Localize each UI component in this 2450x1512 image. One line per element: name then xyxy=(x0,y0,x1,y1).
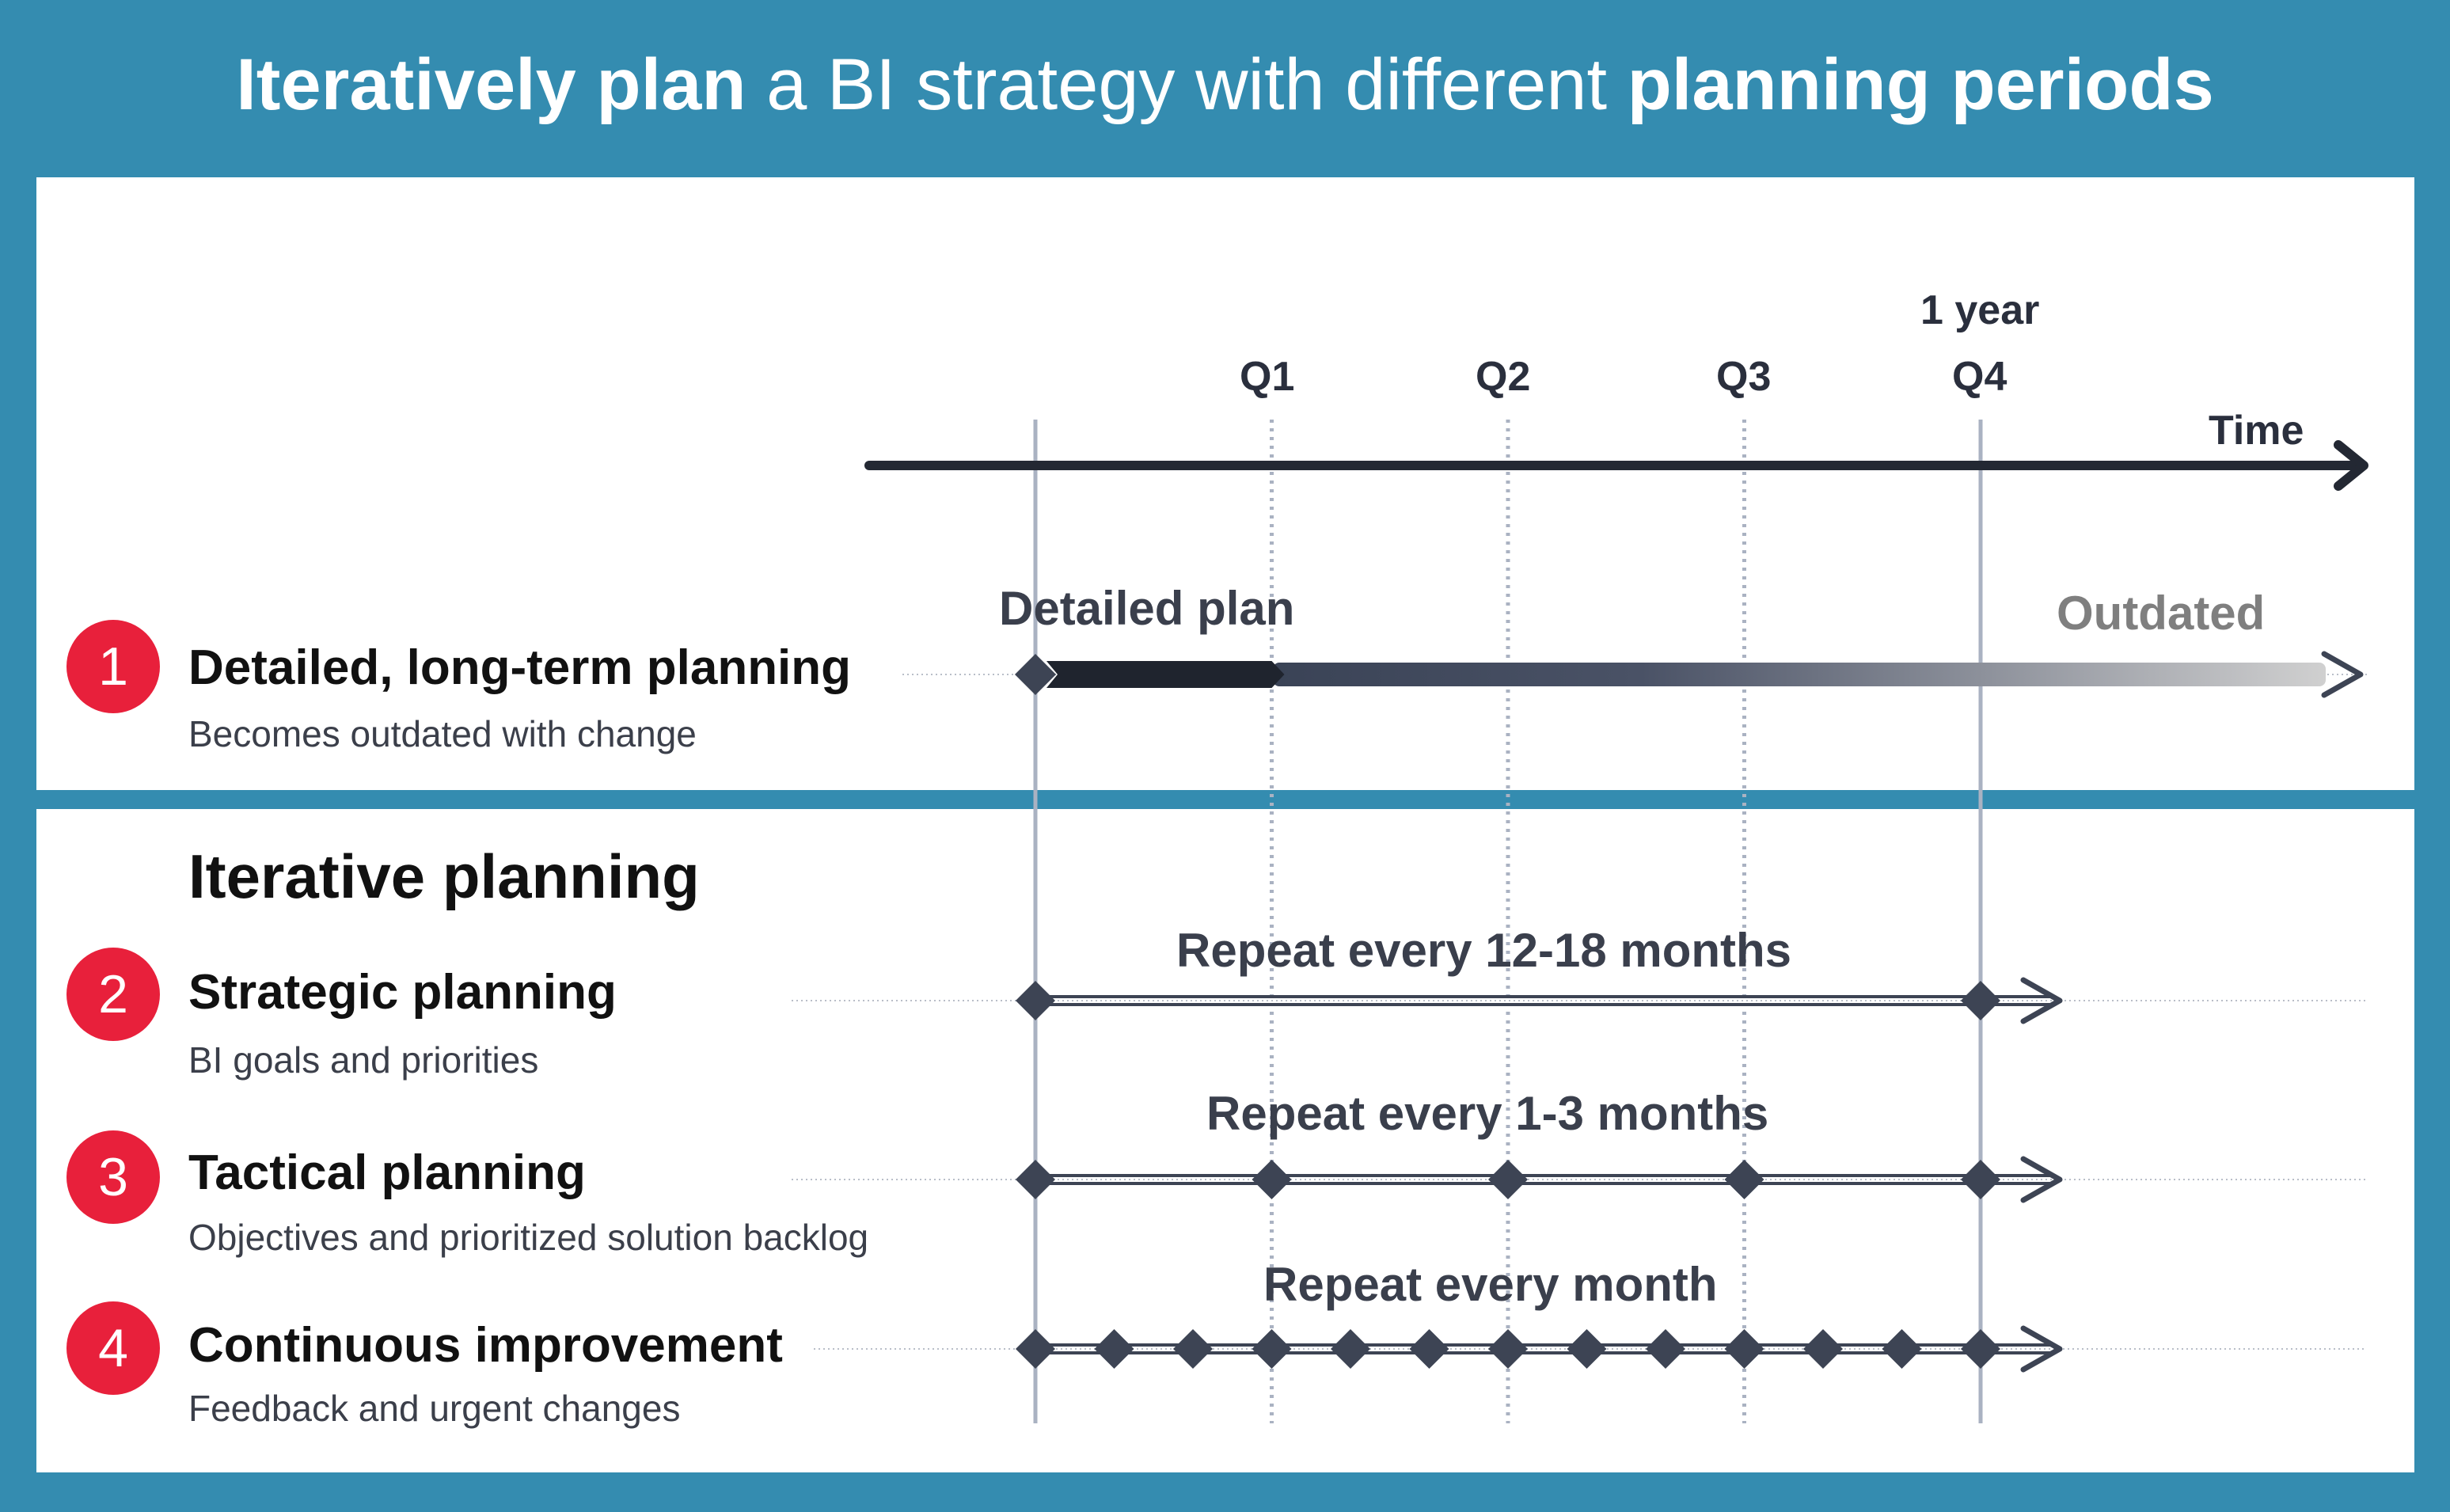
iteration-marker-row2-m0 xyxy=(1016,981,1055,1020)
iteration-marker-row3-m6 xyxy=(1488,1160,1528,1199)
iteration-marker-row3-m0 xyxy=(1016,1160,1055,1199)
strategic-repeat-label: Repeat every 12-18 months xyxy=(1176,924,1792,977)
tactical-title: Tactical planning xyxy=(188,1145,586,1200)
title-middle: a BI strategy with different xyxy=(746,44,1628,125)
continuous-title: Continuous improvement xyxy=(188,1318,783,1373)
panel-iterative xyxy=(36,809,2414,1472)
diagram-title: Iteratively plan a BI strategy with diff… xyxy=(0,33,2450,136)
iteration-marker-row4-m9 xyxy=(1724,1329,1764,1369)
title-bold-end: planning periods xyxy=(1627,44,2214,125)
iteration-marker-row4-m3 xyxy=(1252,1329,1292,1369)
iteration-marker-row4-m8 xyxy=(1646,1329,1685,1369)
step-badge-3: 3 xyxy=(66,1130,160,1224)
iteration-arrowhead-3 xyxy=(2020,1156,2063,1203)
long-term-subtitle: Becomes outdated with change xyxy=(188,713,697,754)
long-term-arrowhead xyxy=(2321,651,2364,698)
long-term-title: Detailed, long-term planning xyxy=(188,640,852,695)
iteration-marker-row4-m10 xyxy=(1803,1329,1843,1369)
tactical-repeat-label: Repeat every 1-3 months xyxy=(1206,1087,1769,1140)
strategic-title: Strategic planning xyxy=(188,965,617,1020)
detailed-plan-label: Detailed plan xyxy=(999,582,1295,635)
iteration-marker-row4-m12 xyxy=(1961,1329,2000,1369)
iteration-marker-row4-m2 xyxy=(1173,1329,1213,1369)
step-badge-2: 2 xyxy=(66,948,160,1041)
outdated-label: Outdated xyxy=(2057,587,2266,640)
iteration-arrowhead-4 xyxy=(2020,1325,2063,1373)
iteration-marker-row4-m1 xyxy=(1094,1329,1134,1369)
iteration-marker-row4-m11 xyxy=(1882,1329,1922,1369)
iteration-marker-row4-m0 xyxy=(1016,1329,1055,1369)
iteration-marker-row4-m5 xyxy=(1409,1329,1449,1369)
continuous-repeat-label: Repeat every month xyxy=(1263,1258,1718,1311)
long-term-start-marker xyxy=(1015,654,1056,695)
time-axis-arrowhead xyxy=(2334,440,2368,491)
iteration-marker-row4-m6 xyxy=(1488,1329,1528,1369)
long-term-outdated-bar xyxy=(1273,663,2326,686)
quarter-label-q1: Q1 xyxy=(1240,354,1295,400)
long-term-detailed-bar xyxy=(1046,661,1285,688)
iteration-marker-row3-m12 xyxy=(1961,1160,2000,1199)
iteration-marker-row2-m12 xyxy=(1961,981,2000,1020)
iteration-marker-row3-m3 xyxy=(1252,1160,1292,1199)
step-badge-4: 4 xyxy=(66,1301,160,1395)
year-label: 1 year xyxy=(1920,287,2040,333)
continuous-subtitle: Feedback and urgent changes xyxy=(188,1388,681,1429)
time-axis-label: Time xyxy=(2209,408,2304,454)
quarter-label-q3: Q3 xyxy=(1716,354,1772,400)
iteration-marker-row4-m7 xyxy=(1567,1329,1607,1369)
iterative-heading: Iterative planning xyxy=(188,841,700,911)
iteration-arrowhead-2 xyxy=(2020,977,2063,1024)
iteration-marker-row4-m4 xyxy=(1331,1329,1370,1369)
tactical-subtitle: Objectives and prioritized solution back… xyxy=(188,1217,869,1258)
title-bold-start: Iteratively plan xyxy=(236,44,746,125)
quarter-label-q2: Q2 xyxy=(1476,354,1531,400)
quarter-label-q4: Q4 xyxy=(1952,354,2007,400)
iteration-marker-row3-m9 xyxy=(1724,1160,1764,1199)
strategic-subtitle: BI goals and priorities xyxy=(188,1039,539,1081)
step-badge-1: 1 xyxy=(66,620,160,713)
